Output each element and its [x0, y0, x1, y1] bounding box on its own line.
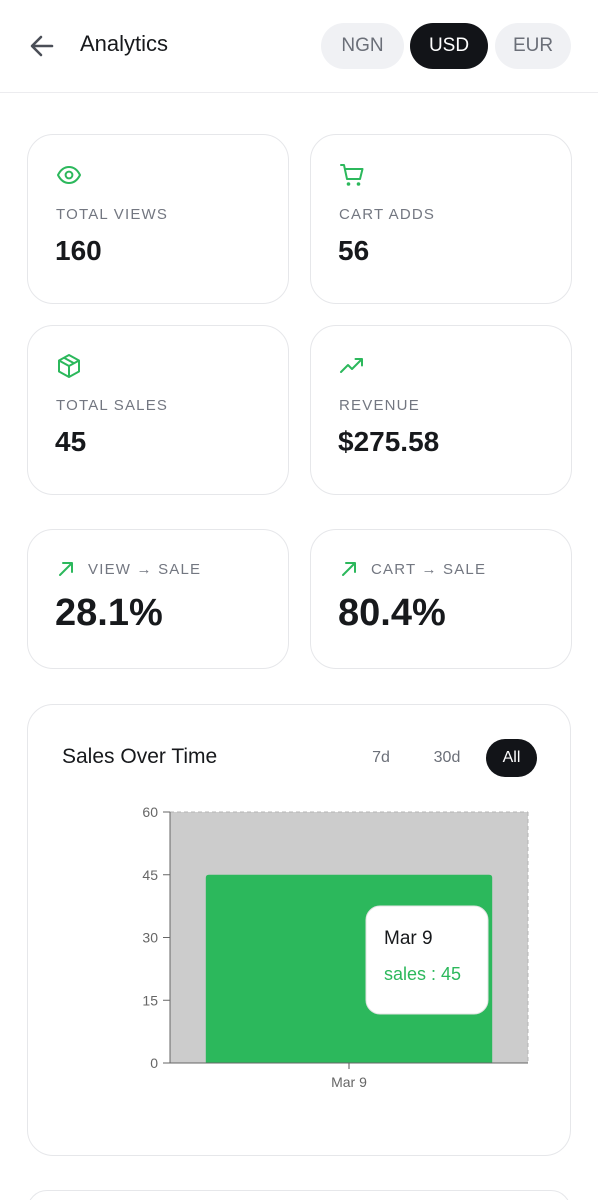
arrow-up-right-icon	[342, 562, 356, 576]
total-sales-value: 45	[55, 426, 87, 457]
cart-sale-label: CART → SALE	[371, 561, 487, 578]
total-sales-label: TOTAL SALES	[56, 397, 169, 414]
y-tick-label: 30	[142, 930, 158, 946]
y-tick-label: 0	[150, 1055, 158, 1071]
total-sales-card: TOTAL SALES 45	[27, 325, 289, 495]
revenue-label: REVENUE	[339, 397, 420, 414]
total-views-value: 160	[55, 235, 102, 266]
sales-chart-card: Mar 9 0 15 30 45 60 Mar 9 sales : 45 Sales Over…	[27, 704, 571, 1156]
total-views-card: TOTAL VIEWS 160	[27, 134, 289, 304]
total-views-label: TOTAL VIEWS	[56, 206, 169, 223]
chart-title: Sales Over Time	[62, 745, 218, 768]
page-title: Analytics	[80, 31, 169, 56]
cart-icon	[340, 164, 364, 186]
cart-adds-label: CART ADDS	[339, 206, 436, 223]
currency-ngn-button[interactable]: NGN	[321, 23, 404, 69]
cart-adds-card: CART ADDS 56	[310, 134, 572, 304]
chart-tooltip: Mar 9 sales : 45	[365, 905, 489, 1015]
box-icon	[58, 354, 80, 378]
revenue-value: $275.58	[338, 426, 440, 457]
cart-adds-value: 56	[338, 235, 370, 266]
arrow-up-right-icon	[59, 562, 73, 576]
range-7d-button[interactable]: 7d	[372, 749, 390, 766]
view-sale-label: VIEW → SALE	[88, 561, 202, 578]
app-header: Analytics NGN USD EUR	[0, 0, 598, 93]
cart-sale-value: 80.4%	[338, 592, 446, 634]
arrow-left-icon	[30, 35, 54, 57]
back-button[interactable]	[26, 30, 58, 62]
view-sale-value: 28.1%	[55, 592, 163, 634]
tooltip-box	[365, 905, 489, 1015]
eye-icon	[57, 166, 81, 184]
y-tick-label: 15	[142, 992, 158, 1008]
currency-usd-button[interactable]: USD	[410, 23, 488, 69]
trending-up-icon	[340, 358, 363, 373]
revenue-card: REVENUE $275.58	[310, 325, 572, 495]
tooltip-value: sales : 45	[384, 964, 461, 984]
view-sale-card: VIEW → SALE 28.1%	[27, 529, 289, 669]
range-all-button[interactable]: All	[486, 739, 537, 777]
tooltip-date: Mar 9	[384, 928, 433, 949]
x-tick-label: Mar 9	[331, 1074, 367, 1090]
y-tick-label: 60	[142, 804, 158, 820]
currency-eur-button[interactable]: EUR	[495, 23, 571, 69]
sales-chart: Mar 9 0 15 30 45 60 Mar 9 sales : 45	[142, 804, 529, 1090]
y-tick-label: 45	[142, 867, 158, 883]
next-card	[27, 1190, 571, 1200]
range-30d-button[interactable]: 30d	[433, 749, 461, 766]
cart-sale-card: CART → SALE 80.4%	[310, 529, 572, 669]
